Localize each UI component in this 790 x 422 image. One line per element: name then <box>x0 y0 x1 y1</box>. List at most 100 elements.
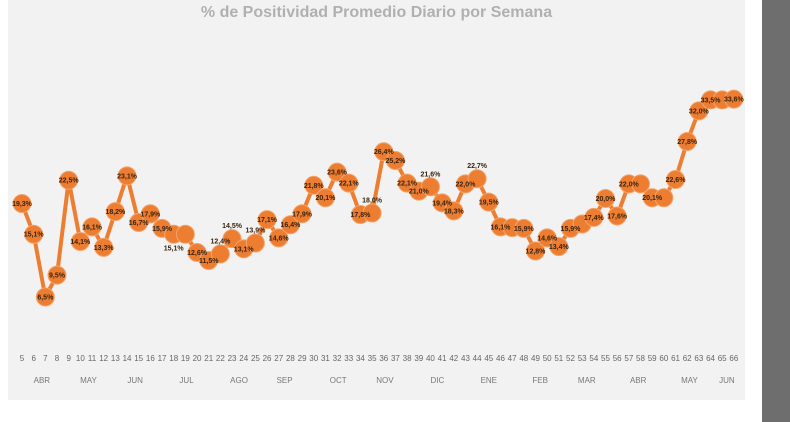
data-label: 15,9% <box>152 226 173 233</box>
x-tick-label: 37 <box>391 354 400 363</box>
data-label: 18,2% <box>105 209 126 216</box>
x-tick-label: 47 <box>508 354 517 363</box>
data-label: 14,6% <box>537 235 558 242</box>
x-tick-label: 24 <box>239 354 248 363</box>
x-tick-label: 22 <box>216 354 225 363</box>
data-label: 23,1% <box>117 173 138 180</box>
x-tick-label: 55 <box>601 354 610 363</box>
data-point <box>525 241 545 261</box>
x-tick-label: 63 <box>694 354 703 363</box>
x-tick-label: 36 <box>379 354 388 363</box>
month-label: SEP <box>277 376 293 385</box>
data-point <box>420 177 440 197</box>
x-tick-label: 7 <box>43 354 48 363</box>
data-point <box>269 228 289 248</box>
data-label: 16,7% <box>129 220 150 227</box>
x-tick-label: 49 <box>531 354 540 363</box>
data-point <box>105 202 125 222</box>
month-label: ENE <box>481 376 497 385</box>
x-tick-label: 35 <box>368 354 377 363</box>
data-point <box>444 201 464 221</box>
data-label: 19,3% <box>12 201 33 208</box>
x-tick-label: 18 <box>169 354 178 363</box>
data-label: 18,3% <box>444 208 465 215</box>
x-tick-label: 6 <box>31 354 36 363</box>
data-label: 23,6% <box>327 170 348 177</box>
data-label: 12,8% <box>526 249 547 256</box>
x-tick-label: 16 <box>146 354 155 363</box>
data-label: 26,4% <box>374 149 395 156</box>
data-label: 27,8% <box>677 139 698 146</box>
x-tick-label: 14 <box>123 354 132 363</box>
x-tick-label: 38 <box>403 354 412 363</box>
x-tick-label: 19 <box>181 354 190 363</box>
x-tick-label: 62 <box>683 354 692 363</box>
data-label: 11,5% <box>199 258 219 265</box>
data-point <box>245 233 265 253</box>
data-label: 19,5% <box>479 200 500 207</box>
x-tick-label: 45 <box>484 354 493 363</box>
data-point <box>210 244 230 264</box>
x-tick-label: 39 <box>414 354 423 363</box>
data-point <box>47 265 67 285</box>
data-point <box>280 215 300 235</box>
x-tick-label: 56 <box>613 354 622 363</box>
x-tick-label: 51 <box>554 354 563 363</box>
data-label: 16,4% <box>280 222 301 229</box>
x-tick-label: 33 <box>344 354 353 363</box>
data-label: 6,5% <box>37 295 54 302</box>
data-label: 22,0% <box>619 181 640 188</box>
side-panel <box>762 0 790 422</box>
data-point <box>666 169 686 189</box>
x-tick-label: 26 <box>263 354 272 363</box>
data-point <box>257 210 277 230</box>
data-point <box>385 150 405 170</box>
data-label: 21,8% <box>304 183 325 190</box>
x-tick-label: 21 <box>204 354 213 363</box>
x-tick-label: 28 <box>286 354 295 363</box>
data-point <box>596 188 615 208</box>
x-tick-label: 54 <box>589 354 598 363</box>
month-label: AGO <box>230 376 248 385</box>
x-tick-label: 30 <box>309 354 318 363</box>
x-tick-label: 13 <box>111 354 120 363</box>
data-label: 22,5% <box>59 178 80 185</box>
x-tick-label: 42 <box>449 354 458 363</box>
x-tick-label: 59 <box>648 354 657 363</box>
x-tick-label: 61 <box>671 354 680 363</box>
x-tick-label: 29 <box>298 354 307 363</box>
data-point <box>304 175 324 195</box>
data-label: 17,6% <box>607 213 628 220</box>
data-point <box>327 162 347 182</box>
data-label: 16,1% <box>491 224 512 231</box>
data-point <box>315 188 335 208</box>
data-label: 9,5% <box>49 273 66 280</box>
data-label: 17,9% <box>292 211 313 218</box>
data-label: 15,1% <box>24 232 45 239</box>
data-label: 17,8% <box>351 212 372 219</box>
month-label: JUL <box>179 376 194 385</box>
month-label: MAY <box>681 376 698 385</box>
data-point <box>362 203 382 223</box>
data-label: 13,1% <box>234 246 255 253</box>
x-tick-label: 41 <box>438 354 447 363</box>
data-point <box>607 206 627 226</box>
data-label: 12,6% <box>187 250 208 257</box>
month-label: ABR <box>630 376 647 385</box>
data-label: 17,4% <box>584 215 605 222</box>
data-label: 22,6% <box>666 177 687 184</box>
data-point <box>70 232 90 252</box>
data-label: 33,5% <box>701 97 722 104</box>
month-label: DIC <box>431 376 445 385</box>
x-tick-label: 17 <box>158 354 167 363</box>
data-label: 19,4% <box>432 200 453 207</box>
data-label: 22,0% <box>456 181 477 188</box>
data-point <box>549 237 569 257</box>
data-label: 14,1% <box>70 239 91 246</box>
x-tick-label: 44 <box>473 354 482 363</box>
x-tick-label: 66 <box>729 354 738 363</box>
data-point <box>467 169 487 189</box>
x-tick-label: 23 <box>228 354 237 363</box>
data-point <box>339 173 359 193</box>
